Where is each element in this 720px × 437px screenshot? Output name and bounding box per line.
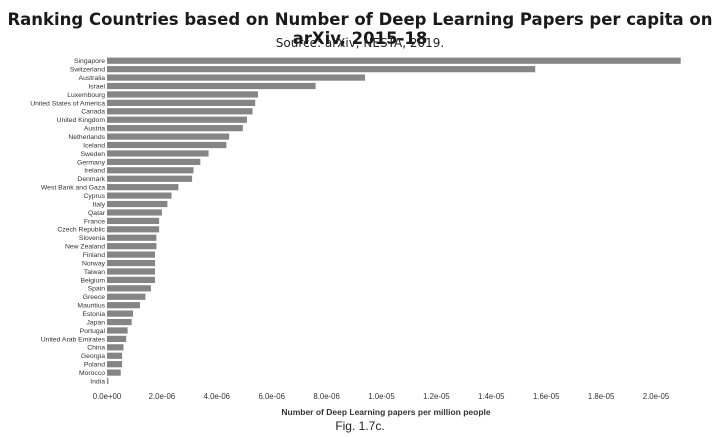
x-tick-label: 0.0e+00: [93, 392, 122, 401]
category-label-sweden: Sweden: [80, 151, 105, 158]
bar-mauritius: [107, 302, 140, 309]
category-label-luxembourg: Luxembourg: [67, 92, 105, 99]
category-label-denmark: Denmark: [77, 176, 105, 183]
x-axis-label: Number of Deep Learning papers per milli…: [281, 407, 491, 417]
figure-caption: Fig. 1.7c.: [335, 419, 385, 433]
bar-italy: [107, 200, 168, 208]
category-label-qatar: Qatar: [88, 210, 106, 217]
bar-denmark: [107, 175, 193, 182]
bar-united-kingdom: [107, 116, 247, 123]
bar-australia: [107, 74, 366, 81]
category-label-canada: Canada: [81, 109, 105, 116]
category-label-italy: Italy: [93, 201, 106, 208]
x-tick-label: 1.2e-05: [423, 392, 450, 401]
category-label-singapore: Singapore: [74, 58, 105, 65]
category-label-switzerland: Switzerland: [70, 67, 105, 74]
category-label-finland: Finland: [83, 252, 106, 259]
category-label-czech-republic: Czech Republic: [57, 227, 105, 234]
category-label-estonia: Estonia: [82, 311, 105, 318]
bar-austria: [107, 125, 243, 132]
x-tick-label: 4.0e-06: [204, 392, 230, 401]
category-label-ireland: Ireland: [84, 168, 105, 175]
bar-spain: [107, 285, 151, 292]
category-label-west-bank-and-gaza: West Bank and Gaza: [41, 185, 105, 192]
category-label-poland: Poland: [84, 362, 105, 369]
bar-poland: [107, 361, 123, 368]
x-tick-label: 1.6e-05: [533, 392, 560, 401]
category-label-united-states-of-america: United States of America: [30, 100, 105, 107]
category-label-china: China: [87, 345, 105, 352]
bar-switzerland: [107, 66, 536, 73]
x-tick-label: 2.0e-06: [149, 392, 175, 401]
bar-estonia: [107, 310, 134, 317]
bar-finland: [107, 251, 156, 258]
category-label-austria: Austria: [84, 126, 105, 133]
x-tick-label: 1.8e-05: [588, 392, 615, 401]
category-label-israel: Israel: [88, 83, 105, 90]
category-label-united-kingdom: United Kingdom: [57, 117, 106, 124]
category-label-taiwan: Taiwan: [84, 269, 105, 276]
bar-luxembourg: [107, 91, 258, 98]
x-tick-label: 2.0e-05: [643, 392, 670, 401]
bar-israel: [107, 82, 316, 90]
category-label-new-zealand: New Zealand: [65, 244, 105, 251]
chart-subtitle: Source: arXiv, NESTA, 2019.: [275, 36, 445, 50]
x-tick-label: 6.0e-06: [258, 392, 284, 401]
x-tick-label: 8.0e-06: [313, 392, 339, 401]
bar-japan: [107, 318, 132, 326]
category-label-australia: Australia: [79, 75, 106, 82]
bar-portugal: [107, 327, 128, 334]
category-label-germany: Germany: [77, 159, 106, 166]
bar-belgium: [107, 276, 156, 283]
category-label-belgium: Belgium: [80, 277, 105, 284]
category-label-india: India: [90, 378, 105, 385]
bar-singapore: [107, 57, 681, 64]
category-label-greece: Greece: [83, 294, 106, 301]
bar-united-states-of-america: [107, 99, 256, 106]
category-label-morocco: Morocco: [79, 370, 105, 377]
category-label-portugal: Portugal: [80, 328, 106, 335]
category-label-slovenia: Slovenia: [79, 235, 105, 242]
bars-group: [107, 57, 681, 385]
bar-qatar: [107, 209, 162, 216]
bar-canada: [107, 108, 253, 115]
bar-china: [107, 344, 124, 351]
bar-georgia: [107, 352, 123, 359]
bar-slovenia: [107, 234, 157, 241]
category-label-iceland: Iceland: [83, 142, 105, 149]
bar-cyprus: [107, 192, 172, 199]
chart-title: Ranking Countries based on Number of Dee…: [7, 10, 713, 48]
bar-netherlands: [107, 133, 230, 140]
bar-france: [107, 217, 160, 224]
bar-germany: [107, 158, 201, 165]
bar-ireland: [107, 167, 194, 174]
bar-sweden: [107, 150, 209, 157]
bar-greece: [107, 293, 146, 300]
x-tick-label: 1.4e-05: [478, 392, 505, 401]
bar-morocco: [107, 369, 121, 376]
category-label-spain: Spain: [88, 286, 106, 293]
bar-india: [107, 377, 109, 385]
category-label-japan: Japan: [86, 319, 105, 326]
category-label-norway: Norway: [82, 260, 106, 267]
category-label-georgia: Georgia: [81, 353, 105, 360]
category-label-mauritius: Mauritius: [77, 303, 105, 310]
category-label-cyprus: Cyprus: [83, 193, 105, 200]
x-tick-labels: 0.0e+00 2.0e-06 4.0e-06 6.0e-06 8.0e-06 1.0e-…: [93, 392, 670, 401]
bar-new-zealand: [107, 243, 157, 250]
category-label-france: France: [84, 218, 105, 225]
bar-norway: [107, 259, 156, 267]
bar-west-bank-and-gaza: [107, 184, 179, 191]
category-label-netherlands: Netherlands: [68, 134, 105, 141]
bar-taiwan: [107, 268, 156, 275]
bar-czech-republic: [107, 226, 160, 233]
bar-united-arab-emirates: [107, 335, 127, 343]
category-label-united-arab-emirates: United Arab Emirates: [41, 336, 106, 343]
x-tick-label: 1.0e-05: [368, 392, 395, 401]
bar-iceland: [107, 141, 227, 149]
